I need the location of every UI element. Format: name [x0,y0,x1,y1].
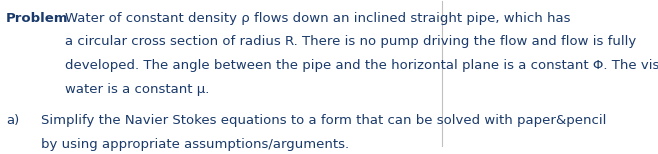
Text: a circular cross section of radius R. There is no pump driving the flow and flow: a circular cross section of radius R. Th… [65,35,636,48]
Text: Problem: Problem [6,12,68,24]
Text: developed. The angle between the pipe and the horizontal plane is a constant Φ. : developed. The angle between the pipe an… [65,59,658,72]
Text: water is a constant μ.: water is a constant μ. [65,83,210,96]
Text: Simplify the Navier Stokes equations to a form that can be solved with paper&pen: Simplify the Navier Stokes equations to … [41,114,607,127]
Text: a): a) [6,114,19,127]
Text: Water of constant density ρ flows down an inclined straight pipe, which has: Water of constant density ρ flows down a… [65,12,570,24]
Text: by using appropriate assumptions/arguments.: by using appropriate assumptions/argumen… [41,138,349,151]
